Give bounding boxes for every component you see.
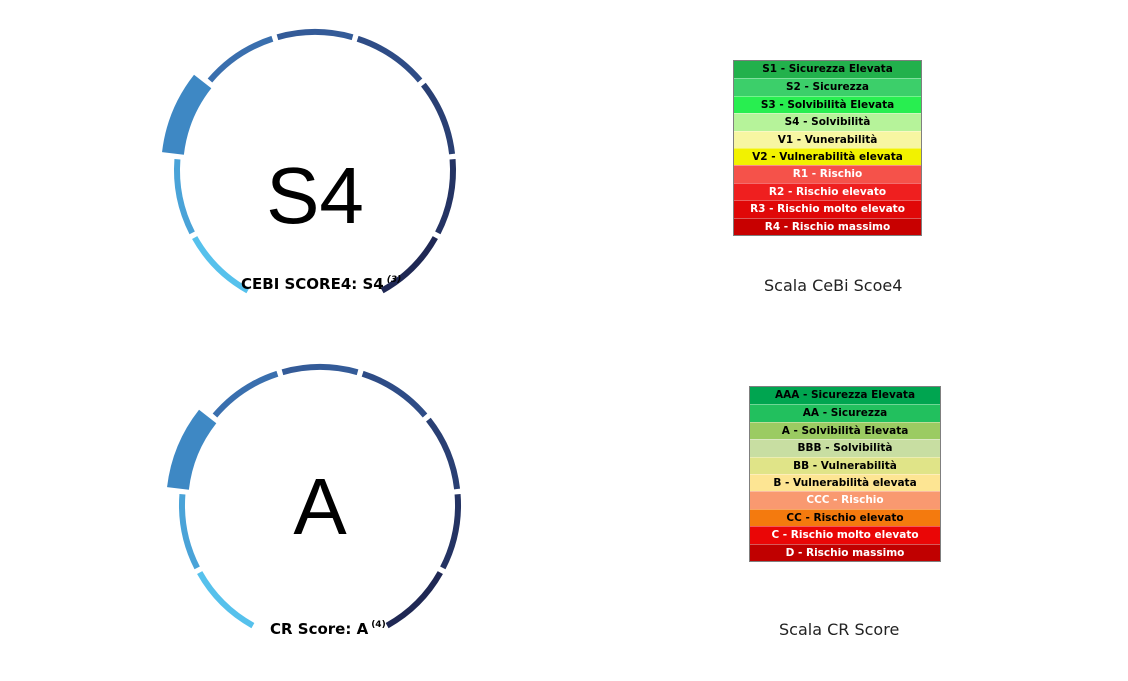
cebi-score-caption: CEBI SCORE4: S4 (3): [241, 275, 401, 293]
gauge-segment: [197, 571, 255, 629]
scale-row: S2 - Sicurezza: [734, 78, 921, 96]
scale-row: A - Solvibilità Elevata: [750, 421, 940, 440]
gauge-segment: [207, 35, 274, 83]
cr-scale-title: Scala CR Score: [779, 620, 900, 639]
scale-row: AAA - Sicurezza Elevata: [750, 387, 940, 405]
cebi-scale-table: S1 - Sicurezza Elevata S2 - Sicurezza S3 -…: [733, 60, 922, 236]
cr-caption-note: (4): [371, 620, 386, 630]
gauge-active-segment: [162, 74, 212, 156]
cr-gauge-arc: [167, 364, 461, 629]
gauge-segment: [212, 370, 279, 418]
cr-score-gauge: A: [165, 355, 475, 629]
scale-row: R2 - Rischio elevato: [734, 182, 921, 201]
scale-row: BB - Vulnerabilità: [750, 456, 940, 474]
scale-row: B - Vulnerabilità elevata: [750, 473, 940, 492]
scale-row: R1 - Rischio: [734, 165, 921, 183]
scale-row: S1 - Sicurezza Elevata: [734, 61, 921, 79]
gauge-segment: [174, 159, 195, 235]
gauge-segment: [380, 236, 438, 294]
cr-gauge-letter: A: [293, 462, 347, 551]
scale-row: S4 - Solvibilità: [734, 113, 921, 131]
scale-row: AA - Sicurezza: [750, 404, 940, 422]
cr-caption-text: CR Score: A: [270, 620, 369, 638]
scale-row: BBB - Solvibilità: [750, 439, 940, 457]
gauge-segment: [421, 82, 456, 155]
scale-row: D - Rischio massimo: [750, 543, 940, 561]
cebi-caption-text: CEBI SCORE4: S4: [241, 275, 384, 293]
gauge-segment: [440, 494, 461, 570]
scale-row: V1 - Vunerabilità: [734, 130, 921, 148]
gauge-segment: [281, 364, 359, 376]
gauge-segment: [361, 370, 428, 418]
scale-row: S3 - Solvibilità Elevata: [734, 95, 921, 114]
cebi-score-gauge: S4: [160, 20, 470, 294]
scale-row: CCC - Rischio: [750, 491, 940, 509]
scale-row: CC - Rischio elevato: [750, 508, 940, 527]
gauge-segment: [426, 417, 461, 490]
gauge-segment: [356, 35, 423, 83]
cebi-caption-note: (3): [386, 275, 402, 285]
cebi-gauge-arc: [162, 29, 456, 294]
scale-row: C - Rischio molto elevato: [750, 526, 940, 544]
cebi-gauge-letter: S4: [266, 151, 364, 240]
cr-score-caption: CR Score: A (4): [270, 620, 386, 638]
gauge-segment: [385, 571, 443, 629]
cr-scale-table: AAA - Sicurezza Elevata AA - Sicurezza A -…: [749, 386, 941, 562]
gauge-active-segment: [167, 409, 217, 491]
cebi-scale-title: Scala CeBi Scoe4: [764, 276, 903, 295]
scale-row: R4 - Rischio massimo: [734, 217, 921, 235]
scale-row: R3 - Rischio molto elevato: [734, 200, 921, 218]
gauge-segment: [192, 236, 250, 294]
gauge-segment: [435, 159, 456, 235]
gauge-segment: [179, 494, 200, 570]
scale-row: V2 - Vulnerabilità elevata: [734, 147, 921, 166]
gauge-segment: [276, 29, 354, 41]
